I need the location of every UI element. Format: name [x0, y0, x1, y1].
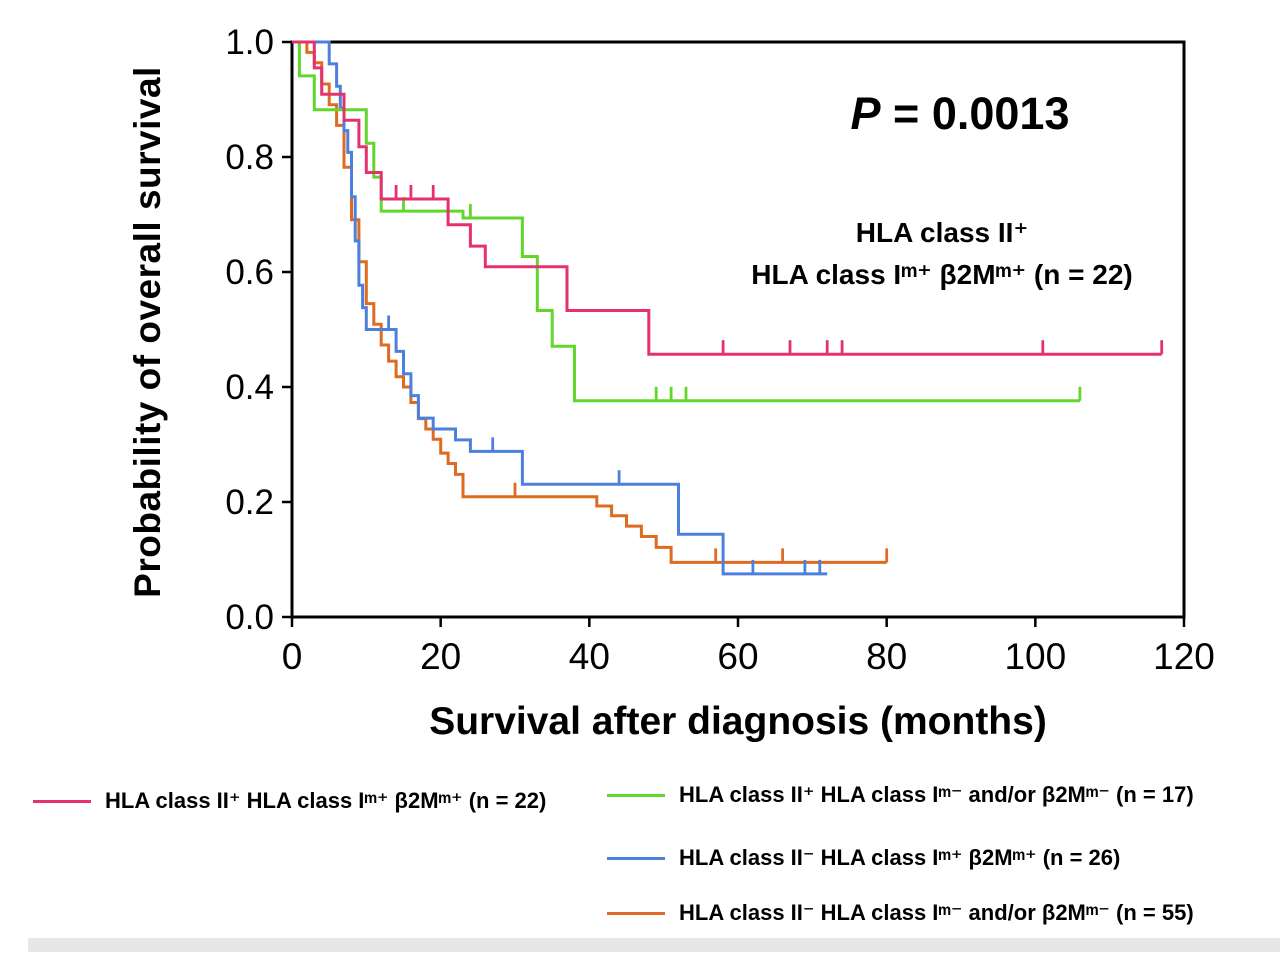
curve-annotation-line1: HLA class II⁺ [855, 217, 1029, 248]
legend-item-hla2neg-hla1pos: HLA class II⁻ HLA class Iᵐ⁺ β2Mᵐ⁺ (n = 2… [607, 845, 1120, 871]
legend-swatch-orange [607, 911, 665, 915]
y-tick-label: 0.6 [225, 253, 274, 292]
x-tick-label: 0 [282, 636, 303, 672]
km-curve-hla2pos-hla1pos [292, 40, 1162, 356]
legend-item-hla2neg-hla1neg: HLA class II⁻ HLA class Iᵐ⁻ and/or β2Mᵐ⁻… [607, 900, 1194, 926]
p-value: P = 0.0013 [740, 88, 1180, 140]
bottom-edge-strip [28, 938, 1280, 952]
x-tick-label: 80 [866, 636, 907, 672]
legend-swatch-green [607, 793, 665, 797]
legend-label-hla2neg-hla1neg: HLA class II⁻ HLA class Iᵐ⁻ and/or β2Mᵐ⁻… [679, 900, 1194, 925]
x-tick-label: 20 [420, 636, 461, 672]
p-symbol: P [850, 88, 881, 139]
y-tick-label: 1.0 [225, 23, 274, 62]
x-tick-label: 40 [569, 636, 610, 672]
legend-label-hla2pos-hla1neg: HLA class II⁺ HLA class Iᵐ⁻ and/or β2Mᵐ⁻… [679, 782, 1194, 807]
legend-swatch-pink [33, 799, 91, 803]
km-curve-hla2neg-hla1neg [292, 40, 887, 564]
x-tick-label: 100 [1004, 636, 1066, 672]
km-curve-hla2pos-hla1neg [292, 40, 1080, 403]
legend-label-hla2pos-hla1pos: HLA class II⁺ HLA class Iᵐ⁺ β2Mᵐ⁺ (n = 2… [105, 788, 547, 813]
legend-item-hla2pos-hla1neg: HLA class II⁺ HLA class Iᵐ⁻ and/or β2Mᵐ⁻… [607, 782, 1194, 808]
y-tick-label: 0.0 [225, 598, 274, 637]
curve-annotation: HLA class II⁺ HLA class Iᵐ⁺ β2Mᵐ⁺ (n = 2… [652, 212, 1232, 296]
x-axis-label: Survival after diagnosis (months) [429, 700, 1047, 743]
legend-label-hla2neg-hla1pos: HLA class II⁻ HLA class Iᵐ⁺ β2Mᵐ⁺ (n = 2… [679, 845, 1121, 870]
legend-swatch-blue [607, 856, 665, 860]
x-tick-label: 120 [1153, 636, 1215, 672]
km-plot: 0.0 0.2 0.4 0.6 0.8 1.0 0 20 40 60 80 100 120 [225, 23, 1215, 672]
x-tick-label: 60 [717, 636, 758, 672]
y-tick-label: 0.4 [225, 368, 274, 407]
y-tick-label: 0.2 [225, 483, 274, 522]
legend-item-hla2pos-hla1pos: HLA class II⁺ HLA class Iᵐ⁺ β2Mᵐ⁺ (n = 2… [33, 788, 546, 814]
y-axis-label: Probability of overall survival [127, 66, 168, 598]
y-tick-label: 0.8 [225, 138, 274, 177]
p-value-text: = 0.0013 [880, 88, 1070, 139]
curve-annotation-line2: HLA class Iᵐ⁺ β2Mᵐ⁺ (n = 22) [751, 259, 1133, 290]
